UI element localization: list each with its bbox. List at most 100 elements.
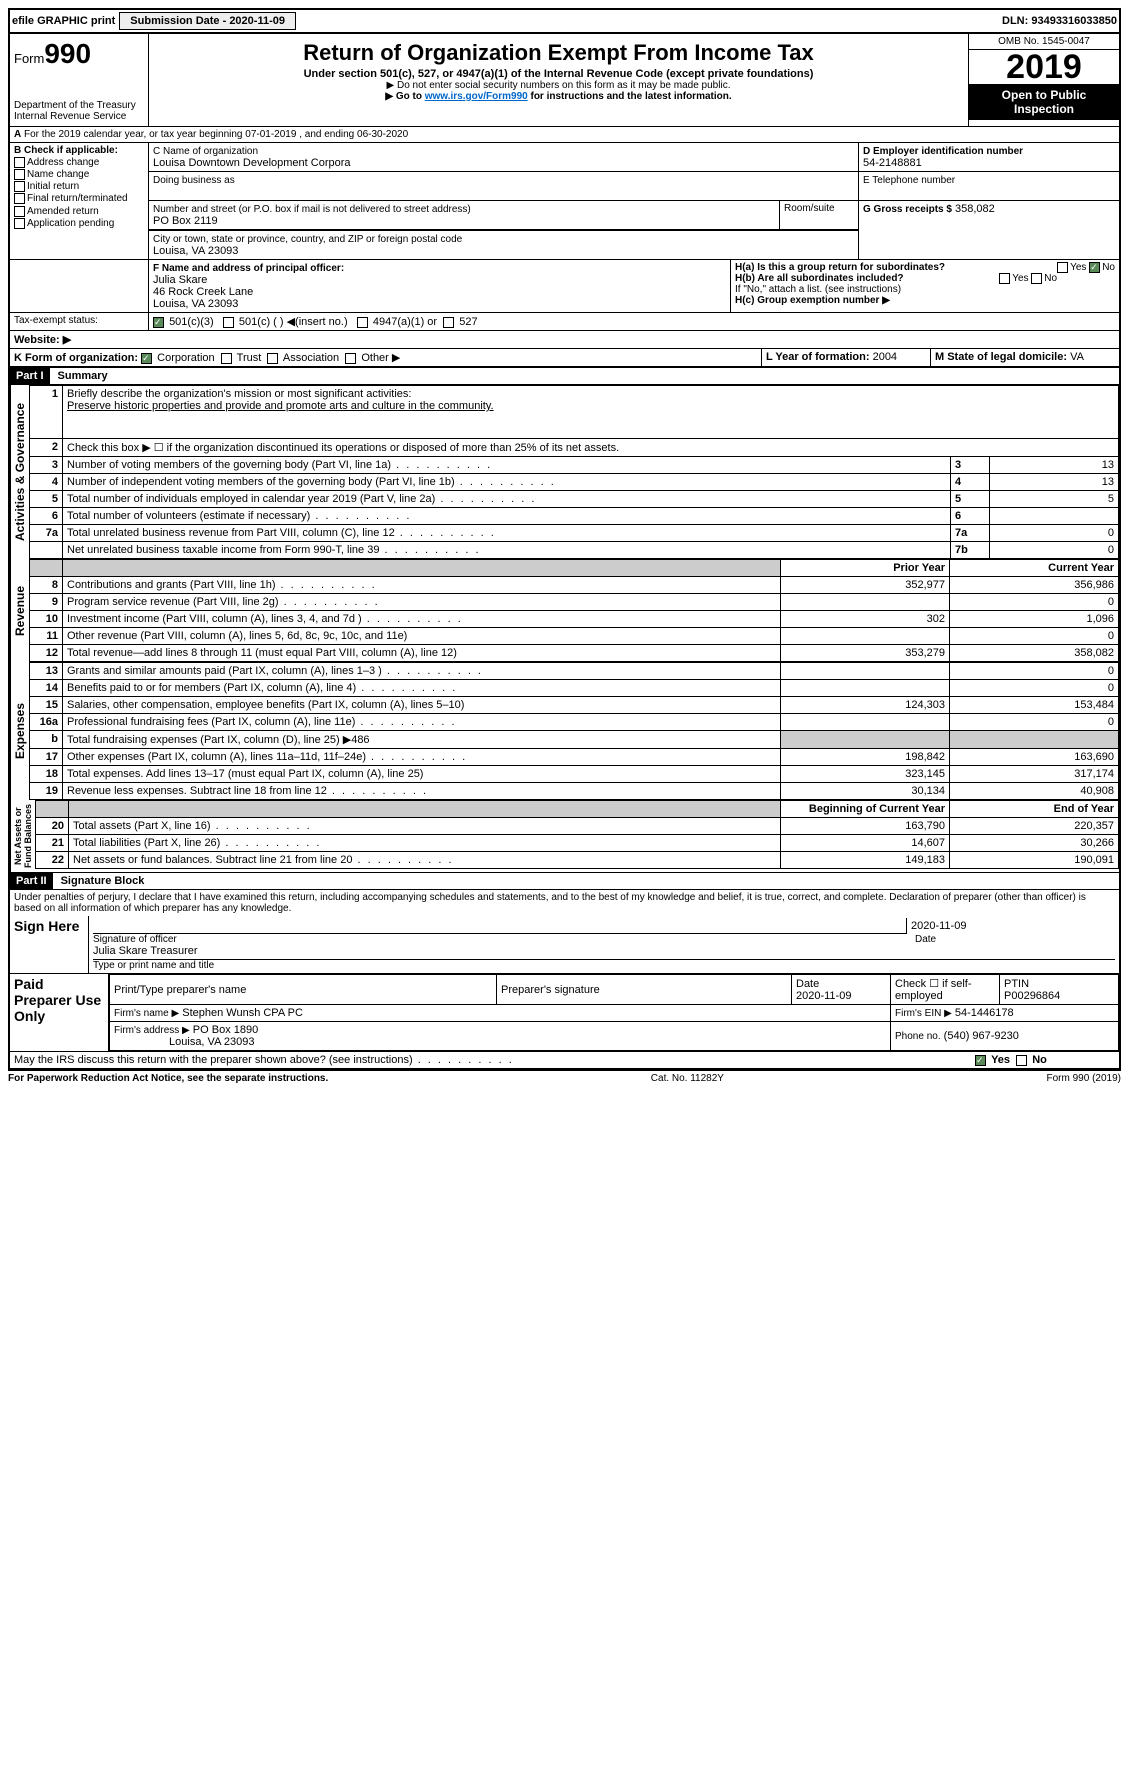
chk-address-change[interactable]: Address change <box>14 157 144 168</box>
l18-curr: 317,174 <box>950 766 1119 783</box>
chk-527[interactable] <box>443 317 454 328</box>
d-label: D Employer identification number <box>863 146 1023 157</box>
l5-val: 5 <box>990 491 1119 508</box>
col-begin: Beginning of Current Year <box>809 803 945 815</box>
ptin-val: P00296864 <box>1004 990 1060 1002</box>
submission-date-button[interactable]: Submission Date - 2020-11-09 <box>119 12 296 30</box>
l20-label: Total assets (Part X, line 16) <box>69 818 781 835</box>
open-public-badge: Open to Public Inspection <box>969 84 1119 120</box>
m-label: M State of legal domicile: <box>935 351 1067 363</box>
l-label: L Year of formation: <box>766 351 870 363</box>
l7b-val: 0 <box>990 542 1119 559</box>
firm-ein: 54-1446178 <box>955 1007 1014 1019</box>
sign-here-label: Sign Here <box>10 916 89 973</box>
typed-name-label: Type or print name and title <box>93 960 1115 971</box>
l13-prior <box>781 663 950 680</box>
header-left: Form990 Department of the Treasury Inter… <box>10 34 149 126</box>
hc-label: H(c) Group exemption number ▶ <box>735 295 890 306</box>
chk-association[interactable] <box>267 353 278 364</box>
dln-label: DLN: 93493316033850 <box>1002 15 1117 27</box>
discuss-yes[interactable] <box>975 1055 986 1066</box>
g-label: G Gross receipts $ <box>863 204 952 215</box>
form-title: Return of Organization Exempt From Incom… <box>153 40 964 66</box>
l21-end: 30,266 <box>950 835 1119 852</box>
line-a: A For the 2019 calendar year, or tax yea… <box>10 127 412 142</box>
firm-name: Stephen Wunsh CPA PC <box>182 1007 303 1019</box>
officer-typed-name: Julia Skare Treasurer <box>93 945 1115 960</box>
l3-label: Number of voting members of the governin… <box>63 457 951 474</box>
sign-here-block: Sign Here 2020-11-09 Signature of office… <box>10 916 1119 974</box>
ein: 54-2148881 <box>863 157 922 169</box>
l12-label: Total revenue—add lines 8 through 11 (mu… <box>63 645 781 662</box>
cat-no: Cat. No. 11282Y <box>651 1073 724 1084</box>
part2-title: Signature Block <box>61 875 145 887</box>
m-state: M State of legal domicile: VA <box>930 349 1119 366</box>
discuss-question: May the IRS discuss this return with the… <box>10 1052 971 1068</box>
chk-final-return[interactable]: Final return/terminated <box>14 193 144 204</box>
gross-receipts: 358,082 <box>955 203 995 215</box>
form-ref: Form 990 (2019) <box>1047 1073 1121 1084</box>
part1-header: Part I Summary <box>10 367 1119 385</box>
street-address: PO Box 2119 <box>153 215 218 227</box>
l15-prior: 124,303 <box>781 697 950 714</box>
vert-activities: Activities & Governance <box>10 385 29 559</box>
h-note: If "No," attach a list. (see instruction… <box>735 284 1115 295</box>
firm-addr-label: Firm's address ▶ <box>114 1025 190 1036</box>
l8-label: Contributions and grants (Part VIII, lin… <box>63 577 781 594</box>
chk-4947[interactable] <box>357 317 368 328</box>
l9-label: Program service revenue (Part VIII, line… <box>63 594 781 611</box>
chk-amended-return[interactable]: Amended return <box>14 206 144 217</box>
firm-label: Firm's name ▶ <box>114 1008 179 1019</box>
prep-name-hdr: Print/Type preparer's name <box>110 975 497 1005</box>
instructions-link[interactable]: www.irs.gov/Form990 <box>425 91 528 102</box>
chk-501c3[interactable] <box>153 317 164 328</box>
section-c: C Name of organizationLouisa Downtown De… <box>149 143 858 259</box>
paid-preparer-label: Paid Preparer Use Only <box>10 974 109 1051</box>
l-year: L Year of formation: 2004 <box>761 349 930 366</box>
tax-exempt-opts: 501(c)(3) 501(c) ( ) ◀(insert no.) 4947(… <box>149 313 1119 330</box>
expenses-section: Expenses 13Grants and similar amounts pa… <box>10 662 1119 800</box>
chk-trust[interactable] <box>221 353 232 364</box>
section-f: F Name and address of principal officer:… <box>149 260 731 312</box>
l1-label: Briefly describe the organization's miss… <box>67 388 411 400</box>
chk-name-change[interactable]: Name change <box>14 169 144 180</box>
l22-end: 190,091 <box>950 852 1119 869</box>
header-right: OMB No. 1545-0047 2019 Open to Public In… <box>968 34 1119 126</box>
chk-corporation[interactable] <box>141 353 152 364</box>
l8-curr: 356,986 <box>950 577 1119 594</box>
prep-date-hdr: Date <box>796 978 819 990</box>
discuss-no[interactable] <box>1016 1055 1027 1066</box>
dept-label: Department of the Treasury <box>14 100 144 111</box>
top-bar: efile GRAPHIC print Submission Date - 20… <box>8 8 1121 34</box>
part1-title: Summary <box>58 370 108 382</box>
note-goto-post: for instructions and the latest informat… <box>528 91 732 102</box>
balances-section: Net Assets orFund Balances Beginning of … <box>10 800 1119 872</box>
firm-phone-label: Phone no. <box>895 1031 941 1042</box>
l11-label: Other revenue (Part VIII, column (A), li… <box>63 628 781 645</box>
section-h: H(a) Is this a group return for subordin… <box>731 260 1119 312</box>
firm-addr1: PO Box 1890 <box>193 1024 258 1036</box>
chk-501c[interactable] <box>223 317 234 328</box>
l10-prior: 302 <box>781 611 950 628</box>
l8-prior: 352,977 <box>781 577 950 594</box>
dba-label: Doing business as <box>153 175 235 186</box>
l18-prior: 323,145 <box>781 766 950 783</box>
pra-notice: For Paperwork Reduction Act Notice, see … <box>8 1073 328 1084</box>
l9-prior <box>781 594 950 611</box>
sig-officer-label: Signature of officer <box>93 934 915 945</box>
chk-application-pending[interactable]: Application pending <box>14 218 144 229</box>
l11-prior <box>781 628 950 645</box>
l14-prior <box>781 680 950 697</box>
chk-other[interactable] <box>345 353 356 364</box>
l16b-label: Total fundraising expenses (Part IX, col… <box>63 731 781 749</box>
l14-label: Benefits paid to or for members (Part IX… <box>63 680 781 697</box>
j-label: Website: ▶ <box>14 334 71 346</box>
chk-initial-return[interactable]: Initial return <box>14 181 144 192</box>
l10-curr: 1,096 <box>950 611 1119 628</box>
l7a-label: Total unrelated business revenue from Pa… <box>63 525 951 542</box>
mission-text: Preserve historic properties and provide… <box>67 400 494 412</box>
col-end: End of Year <box>1054 803 1114 815</box>
l14-curr: 0 <box>950 680 1119 697</box>
irs-label: Internal Revenue Service <box>14 111 144 122</box>
header-mid: Return of Organization Exempt From Incom… <box>149 34 968 126</box>
